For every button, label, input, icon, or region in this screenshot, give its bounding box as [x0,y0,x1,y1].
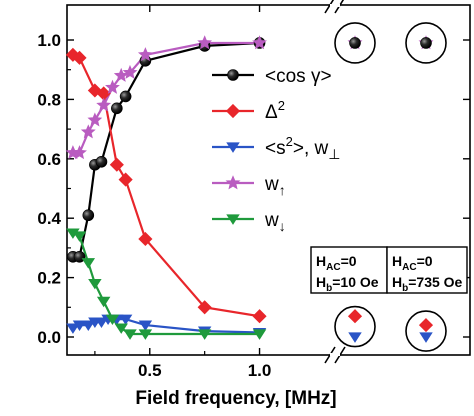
data-point-wdown [123,329,137,340]
y-tick-label: 0.8 [37,90,61,109]
condition-box [386,246,468,294]
axis-ticks [67,5,470,355]
legend-marker-cos [227,69,239,81]
condition-label: HAC=0 [316,253,357,273]
data-point-cos [111,102,123,115]
data-point-wdown [81,258,96,269]
series-markers [65,35,267,340]
static-point-cos [349,37,361,49]
series-line-wup [72,41,260,154]
static-point-delta [418,318,434,333]
data-point-delta [138,231,153,247]
data-point-wdown [96,296,111,308]
data-point-delta [109,157,124,172]
data-point-wup [137,47,153,62]
data-point-wdown [105,314,120,326]
data-point-s2 [81,320,96,331]
data-point-wup [105,79,120,94]
static-point-ring [405,22,447,64]
data-point-wup [122,64,138,79]
static-point-ring [334,305,376,348]
legend-marker-wdown [226,214,240,225]
data-point-s2 [66,323,80,334]
plot-frame [66,0,471,364]
data-point-wup [72,145,87,160]
legend-marker-s2 [226,142,240,153]
data-point-wdown [88,278,102,290]
static-points [334,22,447,352]
data-point-delta [72,50,87,65]
legend-marker-delta [225,103,241,119]
legend: <cos γ> Δ2 <s2>, w⊥ w↑ w↓ [212,66,340,234]
axis-break-gap-bottom [330,353,340,356]
series-line-cos [72,41,260,258]
data-point-s2 [94,317,109,328]
static-point-ring [334,22,376,64]
data-point-wup [252,35,267,50]
data-point-wdown [114,323,128,334]
y-tick-label: 0.0 [37,328,61,347]
data-point-wdown [252,329,267,340]
data-point-wdown [72,231,87,242]
data-point-s2 [72,320,87,331]
data-point-wup [87,112,103,127]
y-tick-label: 0.6 [37,150,61,169]
condition-label: Hb=735 Oe [392,274,463,294]
condition-label: Hb=10 Oe [316,274,379,294]
x-axis-title: Field frequency, [MHz] [135,388,336,409]
legend-marker-wup [225,175,241,190]
legend-label-wdown: w↓ [264,210,286,234]
axis-break-gap-top [330,4,340,7]
static-point-s2 [348,332,362,343]
x-tick-label: 1.0 [248,361,272,380]
plot-border [66,4,471,356]
legend-label-delta: Δ2 [265,98,285,123]
legend-label-s2: <s2>, w⊥ [265,134,340,162]
y-tick-label: 1.0 [37,31,61,50]
data-point-wdown [197,329,212,340]
data-point-delta [252,309,267,324]
data-point-cos [73,251,86,263]
condition-box [310,246,388,294]
y-tick-label: 0.2 [37,269,61,288]
x-tick-label: 0.5 [138,361,162,380]
static-point-cos [420,37,432,49]
data-point-wdown [138,329,153,340]
legend-label-wup: w↑ [264,174,286,198]
data-point-delta [118,172,133,187]
data-point-s2 [138,320,153,331]
y-tick-label: 0.4 [37,209,61,228]
legend-label-cos: <cos γ> [265,66,332,87]
static-point-s2 [419,332,433,343]
static-point-delta [347,309,363,324]
data-point-s2 [118,314,133,326]
data-point-delta [197,300,212,315]
data-point-wup [80,124,96,139]
axis-labels: 0.0 0.2 0.4 0.6 0.8 1.0 0.5 1.0 [37,31,271,380]
condition-label: HAC=0 [392,253,433,273]
data-point-cos [95,155,108,168]
data-point-cos [119,90,132,103]
data-point-wup [197,35,213,50]
data-point-cos [82,209,95,222]
data-point-wup [96,97,112,112]
series-lines [72,41,260,336]
static-point-ring [405,310,447,352]
